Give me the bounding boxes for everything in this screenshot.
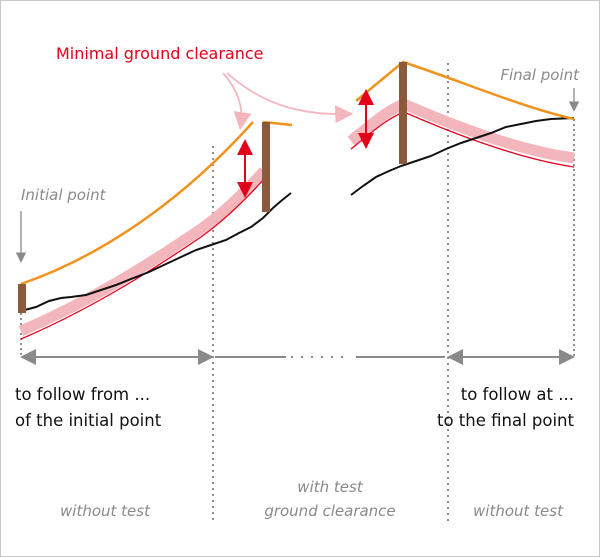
title-pointer-right (226, 72, 354, 124)
right-caption-line2: to the final point (437, 411, 575, 430)
title-minimal-ground-clearance: Minimal ground clearance (56, 44, 264, 63)
conductor-line-right (355, 60, 575, 121)
title-pointer-left (222, 72, 252, 131)
pole-right (399, 62, 407, 164)
pole-left (262, 122, 270, 212)
zone-label-left: without test (60, 502, 151, 520)
conductor-line-left (20, 121, 254, 286)
clearance-band-right (347, 98, 575, 164)
zone-label-right: without test (473, 502, 564, 520)
right-caption-line1: to follow at ... (461, 385, 574, 404)
zone-label-middle-line1: with test (297, 478, 364, 496)
initial-point-label: Initial point (21, 186, 107, 204)
ground-profile-left (20, 192, 292, 312)
left-caption-line2: of the initial point (15, 411, 162, 430)
ground-profile-right (350, 117, 575, 196)
pole-initial (18, 284, 26, 313)
left-caption-line1: to follow from ... (15, 385, 150, 404)
final-point-label: Final point (500, 66, 580, 84)
zone-label-middle-line2: ground clearance (264, 502, 395, 520)
clearance-limit-line-left (20, 178, 265, 340)
